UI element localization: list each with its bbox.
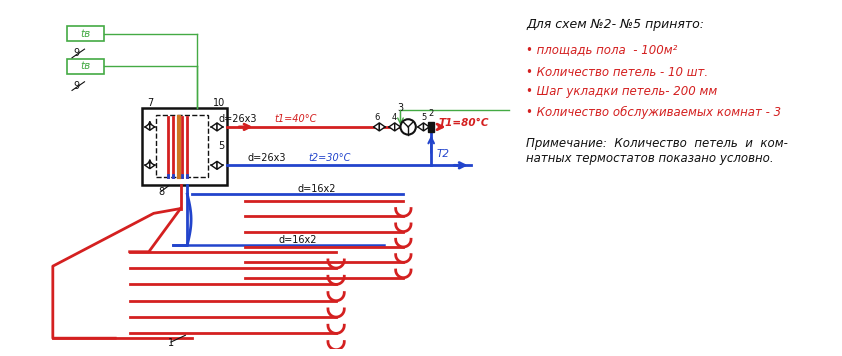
Polygon shape (211, 161, 217, 169)
Text: Примечание:  Количество  петель  и  ком-: Примечание: Количество петель и ком- (526, 137, 788, 150)
Text: d=26x3: d=26x3 (219, 114, 258, 124)
Text: T1=80°C: T1=80°C (439, 118, 489, 128)
Text: 5: 5 (218, 141, 224, 151)
Text: 10: 10 (213, 98, 225, 108)
Text: • Количество петель - 10 шт.: • Количество петель - 10 шт. (526, 66, 708, 79)
Text: • площадь пола  - 100м²: • площадь пола - 100м² (526, 43, 678, 57)
Polygon shape (217, 123, 223, 131)
Text: d=26x3: d=26x3 (248, 153, 286, 163)
Text: 4: 4 (392, 113, 397, 122)
Polygon shape (418, 123, 424, 131)
Text: t1=40°C: t1=40°C (274, 114, 317, 124)
Bar (156, 115, 208, 177)
Text: 6: 6 (375, 113, 380, 122)
Text: 7: 7 (147, 98, 153, 108)
Polygon shape (389, 123, 395, 131)
Text: tв: tв (80, 29, 91, 39)
Polygon shape (380, 123, 385, 131)
Bar (142, 108, 226, 184)
Bar (67, 26, 104, 41)
Text: 1: 1 (168, 338, 174, 348)
Bar (429, 122, 434, 132)
Text: 2: 2 (429, 109, 434, 118)
Text: • Шаг укладки петель- 200 мм: • Шаг укладки петель- 200 мм (526, 85, 717, 98)
Polygon shape (145, 162, 150, 169)
Text: 5: 5 (421, 113, 426, 122)
Text: 8: 8 (158, 187, 164, 197)
Text: tв: tв (80, 62, 91, 72)
Text: d=16x2: d=16x2 (298, 184, 336, 194)
Text: 9: 9 (74, 48, 80, 58)
Polygon shape (145, 124, 150, 130)
Text: • Количество обслуживаемых комнат - 3: • Количество обслуживаемых комнат - 3 (526, 106, 781, 119)
Text: натных термостатов показано условно.: натных термостатов показано условно. (526, 152, 774, 165)
Text: Для схем №2- №5 принято:: Для схем №2- №5 принято: (526, 18, 704, 31)
Polygon shape (211, 123, 217, 131)
Bar (67, 59, 104, 74)
Text: 9: 9 (74, 80, 80, 91)
Polygon shape (217, 161, 223, 169)
Text: t2=30°C: t2=30°C (308, 153, 350, 163)
Text: T2: T2 (437, 149, 450, 159)
Polygon shape (150, 162, 155, 169)
Polygon shape (424, 123, 429, 131)
Circle shape (401, 119, 416, 135)
Text: d=16x2: d=16x2 (279, 235, 317, 245)
Polygon shape (150, 124, 155, 130)
Polygon shape (395, 123, 401, 131)
Text: 3: 3 (397, 103, 403, 113)
Polygon shape (374, 123, 380, 131)
